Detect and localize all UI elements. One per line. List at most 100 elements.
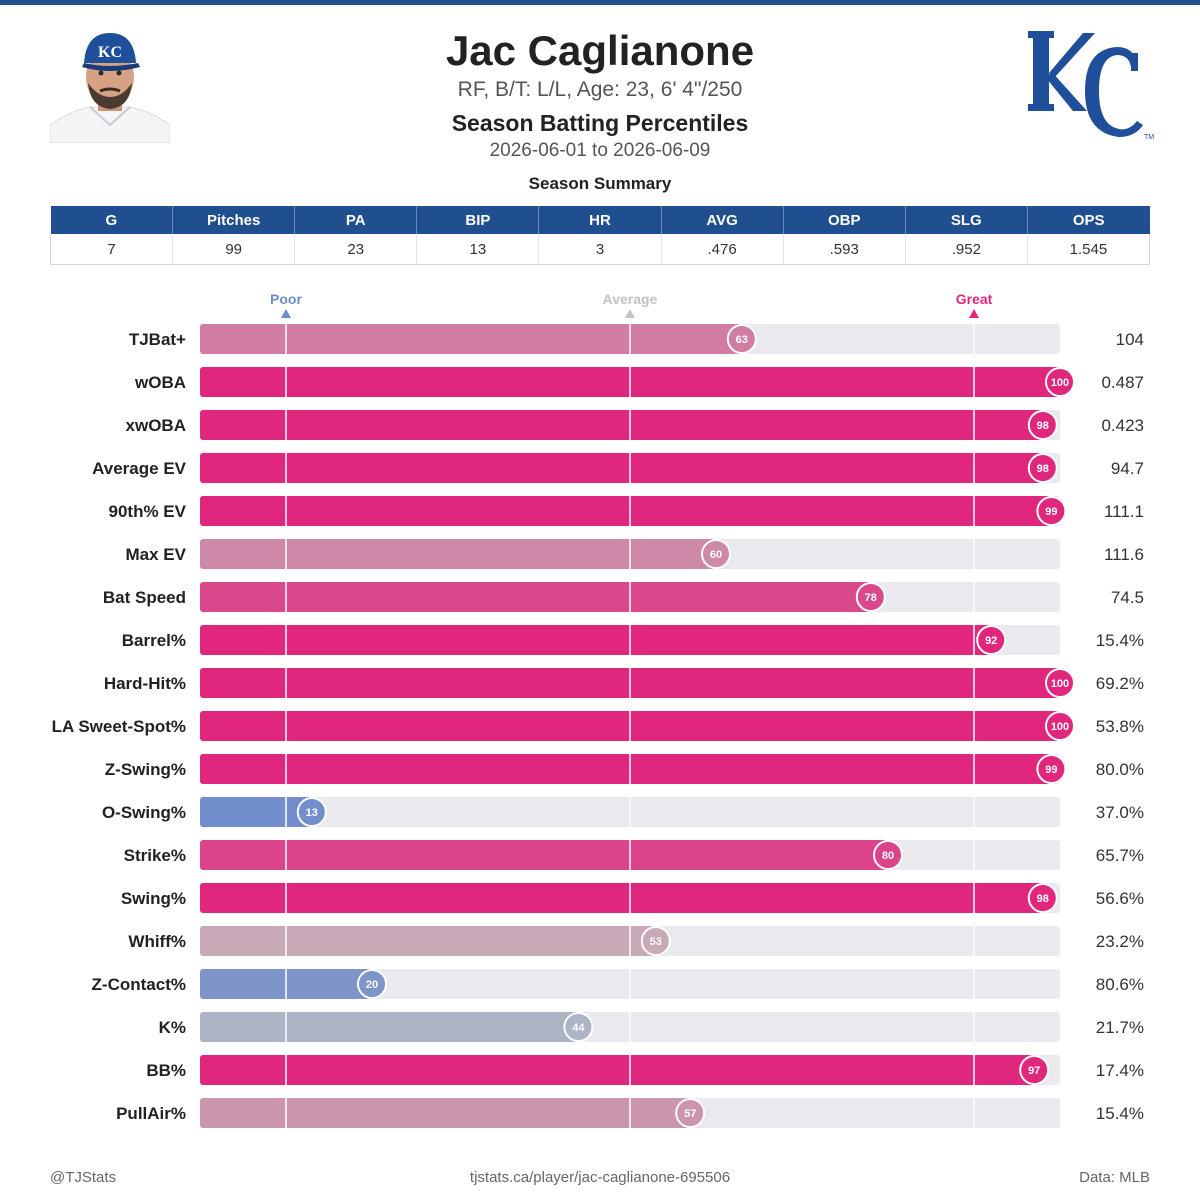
percentile-value: 92 xyxy=(985,635,997,647)
summary-header-row: G Pitches PA BIP HR AVG OBP SLG OPS xyxy=(50,206,1150,234)
summary-column-header: Pitches xyxy=(172,206,295,234)
footer-url: tjstats.ca/player/jac-caglianone-695506 xyxy=(469,1169,731,1186)
summary-cell: 13 xyxy=(416,234,539,265)
percentile-badge xyxy=(726,324,757,354)
percentile-bar xyxy=(200,883,1043,913)
stat-value: 111.6 xyxy=(1104,545,1144,564)
percentile-bar xyxy=(200,1012,579,1042)
stat-value: 37.0% xyxy=(1096,803,1144,822)
stat-value: 0.487 xyxy=(1101,373,1144,392)
percentile-bar xyxy=(200,582,871,612)
percentile-value: 44 xyxy=(572,1022,585,1034)
metric-label: Z-Contact% xyxy=(92,975,186,994)
metric-label: K% xyxy=(159,1018,186,1037)
scale-marker-great xyxy=(969,309,979,318)
metric-label: Swing% xyxy=(121,889,186,908)
summary-cell: .593 xyxy=(782,234,906,265)
percentile-badge xyxy=(855,582,886,612)
percentile-value: 97 xyxy=(1028,1065,1040,1077)
summary-cell: .476 xyxy=(660,234,784,265)
percentile-bar xyxy=(200,496,1052,526)
percentile-bar xyxy=(200,324,742,354)
scale-label-poor: Poor xyxy=(270,291,302,307)
report-title: Season Batting Percentiles xyxy=(451,110,749,136)
percentile-badge xyxy=(1027,453,1058,483)
summary-cell: 23 xyxy=(294,234,417,265)
percentile-badge xyxy=(675,1098,706,1128)
metric-label: xwOBA xyxy=(126,416,186,435)
stat-value: 111.1 xyxy=(1104,502,1144,521)
stat-value: 23.2% xyxy=(1096,932,1144,951)
summary-column-header: AVG xyxy=(660,206,784,234)
summary-cell: 99 xyxy=(172,234,295,265)
metric-label: Average EV xyxy=(92,459,187,478)
metric-label: Whiff% xyxy=(128,932,186,951)
metric-label: PullAir% xyxy=(116,1104,186,1123)
summary-column-header: PA xyxy=(294,206,417,234)
stat-value: 69.2% xyxy=(1096,674,1144,693)
percentile-value: 53 xyxy=(650,936,662,948)
percentile-bar xyxy=(200,625,992,655)
percentile-chart: Poor Average Great TJBat+ 63 104 wOBA 100 0.487 x… xyxy=(52,291,1144,1128)
player-headshot: KC xyxy=(50,25,170,143)
percentile-bar xyxy=(200,840,888,870)
percentile-value: 78 xyxy=(865,592,877,604)
metric-label: Strike% xyxy=(124,846,186,865)
metric-label: 90th% EV xyxy=(109,502,187,521)
stat-value: 15.4% xyxy=(1096,1104,1144,1123)
metric-label: O-Swing% xyxy=(102,803,186,822)
percentile-badge xyxy=(1036,496,1067,526)
percentile-badge xyxy=(1045,711,1075,741)
scale-marker-average xyxy=(625,309,635,318)
percentile-value: 100 xyxy=(1051,377,1069,389)
footer-credit: @TJStats xyxy=(50,1169,117,1186)
percentile-bar xyxy=(200,926,656,956)
percentile-badge xyxy=(296,797,327,827)
percentile-value: 57 xyxy=(684,1108,696,1120)
percentile-bar xyxy=(200,539,716,569)
footer-source: Data: MLB xyxy=(1079,1169,1150,1186)
stat-value: 56.6% xyxy=(1096,889,1144,908)
percentile-badge xyxy=(1019,1055,1050,1085)
percentile-value: 100 xyxy=(1051,678,1069,690)
summary-column-header: SLG xyxy=(904,206,1028,234)
stat-value: 80.0% xyxy=(1096,760,1144,779)
top-rule xyxy=(0,0,1200,5)
percentile-value: 99 xyxy=(1045,764,1057,776)
scale-marker-poor xyxy=(281,309,291,318)
summary-cell: 1.545 xyxy=(1026,234,1151,265)
summary-value-row: 7 99 23 13 3 .476 .593 .952 1.545 xyxy=(49,234,1151,265)
stat-value: 104 xyxy=(1116,330,1144,349)
summary-column-header: OBP xyxy=(782,206,906,234)
metric-label: Hard-Hit% xyxy=(104,674,186,693)
stat-value: 15.4% xyxy=(1096,631,1144,650)
stat-value: 94.7 xyxy=(1111,459,1144,478)
metric-label: Max EV xyxy=(126,545,187,564)
percentile-value: 20 xyxy=(366,979,378,991)
percentile-badge xyxy=(976,625,1007,655)
team-logo: TM xyxy=(1025,25,1155,145)
summary-cell: .952 xyxy=(904,234,1028,265)
summary-cell: 7 xyxy=(49,234,173,265)
percentile-bar xyxy=(200,1098,691,1128)
percentile-value: 63 xyxy=(736,334,748,346)
season-summary-table: G Pitches PA BIP HR AVG OBP SLG OPS 7 99… xyxy=(49,206,1151,265)
metric-label: TJBat+ xyxy=(129,330,186,349)
percentile-badge xyxy=(1036,754,1067,784)
summary-column-header: OPS xyxy=(1026,206,1150,234)
metric-label: BB% xyxy=(146,1061,186,1080)
percentile-bar xyxy=(200,410,1043,440)
percentile-badge xyxy=(640,926,671,956)
stat-value: 80.6% xyxy=(1096,975,1144,994)
percentile-value: 13 xyxy=(306,807,318,819)
stat-value: 17.4% xyxy=(1096,1061,1144,1080)
scale-label-great: Great xyxy=(956,291,993,307)
percentile-bar xyxy=(200,754,1052,784)
percentile-value: 98 xyxy=(1037,420,1049,432)
svg-text:KC: KC xyxy=(98,44,122,61)
report-header: Jac Caglianone RF, B/T: L/L, Age: 23, 6'… xyxy=(300,26,900,164)
stat-value: 53.8% xyxy=(1096,717,1144,736)
percentile-value: 60 xyxy=(710,549,722,561)
percentile-bar xyxy=(200,453,1043,483)
percentile-badge xyxy=(873,840,903,870)
